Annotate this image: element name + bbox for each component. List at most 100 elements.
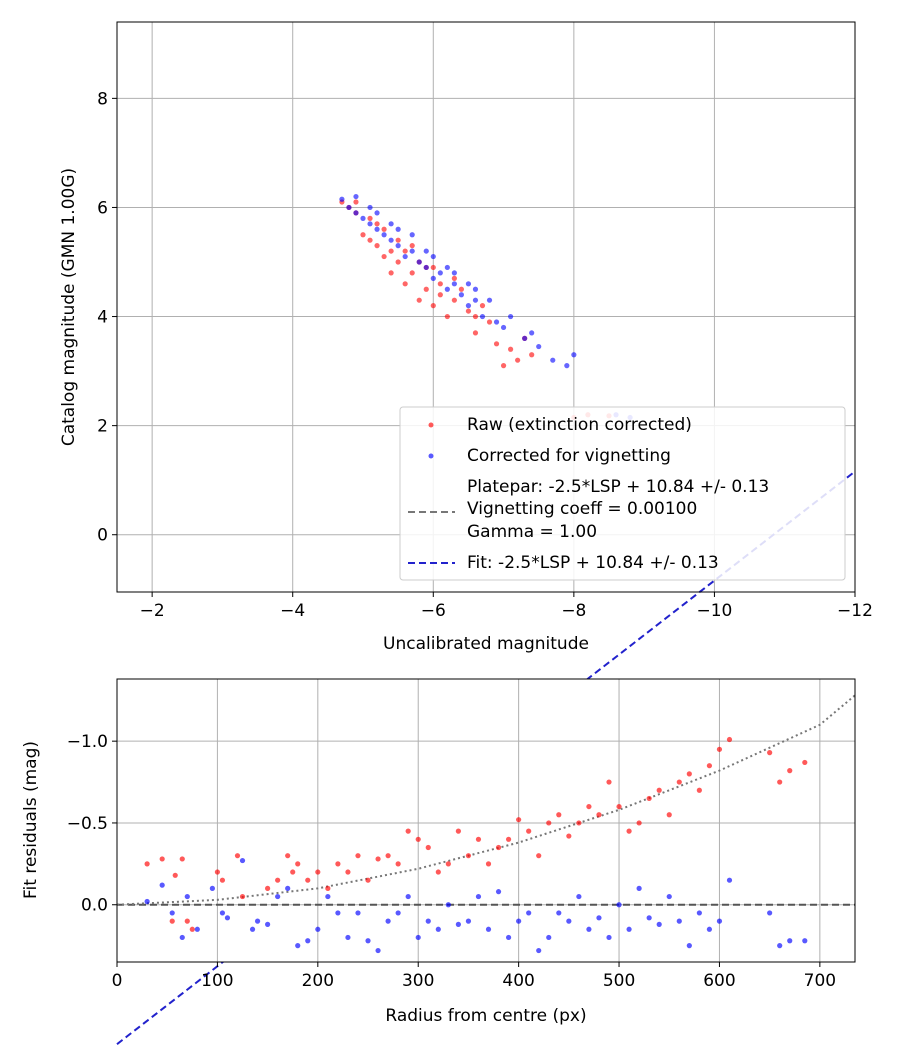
corrected-point bbox=[339, 196, 345, 202]
corrected-residual-point bbox=[295, 943, 301, 949]
raw-residual-point bbox=[172, 872, 178, 878]
corrected-point bbox=[395, 226, 401, 232]
x-tick-label: 200 bbox=[302, 971, 334, 991]
raw-point bbox=[479, 303, 486, 309]
corrected-point bbox=[500, 324, 507, 331]
x-tick-label: −8 bbox=[561, 601, 586, 621]
corrected-residual-point bbox=[636, 885, 642, 891]
raw-point bbox=[430, 264, 436, 271]
corrected-point bbox=[353, 193, 359, 200]
corrected-residual-point bbox=[596, 915, 602, 921]
corrected-residual-point bbox=[385, 918, 391, 924]
corrected-point bbox=[409, 232, 415, 238]
raw-point bbox=[381, 226, 387, 232]
raw-residual-point bbox=[465, 853, 472, 859]
corrected-residual-point bbox=[767, 910, 773, 916]
corrected-residual-point bbox=[315, 926, 321, 932]
raw-residual-point bbox=[159, 856, 165, 862]
raw-point bbox=[500, 363, 507, 369]
raw-residual-point bbox=[686, 771, 692, 777]
raw-point bbox=[451, 297, 457, 303]
corrected-point bbox=[437, 270, 443, 276]
corrected-point bbox=[416, 259, 422, 265]
corrected-point bbox=[402, 253, 408, 260]
raw-point bbox=[409, 243, 415, 249]
raw-residual-point bbox=[726, 736, 733, 743]
corrected-residual-point bbox=[365, 938, 371, 944]
corrected-point bbox=[529, 330, 535, 336]
top-x-axis-label: Uncalibrated magnitude bbox=[383, 634, 589, 654]
raw-residual-point bbox=[239, 893, 246, 900]
corrected-residual-point bbox=[626, 926, 632, 932]
corrected-residual-point bbox=[169, 910, 175, 916]
corrected-residual-point bbox=[355, 910, 361, 916]
corrected-residual-point bbox=[802, 938, 808, 944]
corrected-residual-point bbox=[586, 926, 592, 932]
raw-residual-point bbox=[526, 828, 532, 834]
raw-residual-point bbox=[184, 918, 190, 924]
corrected-residual-point bbox=[335, 910, 341, 916]
corrected-point bbox=[472, 297, 479, 303]
corrected-residual-point bbox=[194, 926, 200, 932]
x-tick-label: 500 bbox=[603, 971, 635, 991]
corrected-residual-point bbox=[219, 910, 226, 916]
corrected-residual-point bbox=[465, 918, 472, 924]
x-tick-label: 0 bbox=[112, 971, 123, 991]
corrected-residual-point bbox=[445, 902, 451, 908]
corrected-residual-point bbox=[325, 893, 331, 900]
raw-point bbox=[465, 308, 472, 314]
corrected-residual-point bbox=[455, 921, 461, 927]
raw-residual-point bbox=[395, 861, 401, 867]
corrected-residual-point bbox=[616, 902, 622, 908]
raw-point bbox=[374, 243, 380, 249]
corrected-point bbox=[451, 281, 457, 287]
corrected-residual-point bbox=[556, 910, 562, 916]
corrected-point bbox=[374, 226, 380, 232]
corrected-point bbox=[423, 264, 429, 271]
bottom-points bbox=[144, 736, 808, 954]
raw-residual-point bbox=[345, 869, 351, 875]
corrected-residual-point bbox=[777, 943, 783, 949]
raw-point bbox=[395, 237, 401, 243]
raw-residual-point bbox=[305, 877, 311, 883]
raw-point bbox=[367, 237, 373, 243]
corrected-residual-point bbox=[526, 910, 532, 916]
raw-point bbox=[360, 232, 366, 238]
y-tick-label: 8 bbox=[97, 89, 108, 109]
corrected-residual-point bbox=[395, 910, 401, 916]
y-tick-label: 0.0 bbox=[81, 896, 108, 916]
raw-residual-point bbox=[425, 844, 431, 851]
corrected-point bbox=[479, 313, 486, 320]
raw-point bbox=[486, 319, 493, 325]
corrected-residual-point bbox=[706, 926, 713, 932]
top-y-axis-label: Catalog magnitude (GMN 1.00G) bbox=[59, 168, 79, 446]
raw-point bbox=[472, 330, 479, 336]
raw-residual-point bbox=[546, 820, 552, 826]
raw-residual-point bbox=[586, 803, 592, 810]
corrected-residual-point bbox=[716, 918, 723, 924]
x-tick-label: −2 bbox=[140, 601, 165, 621]
raw-residual-point bbox=[646, 795, 652, 802]
corrected-point bbox=[360, 215, 366, 221]
raw-point bbox=[423, 286, 429, 292]
raw-point bbox=[451, 275, 457, 281]
corrected-residual-point bbox=[254, 918, 261, 924]
raw-residual-point bbox=[596, 812, 602, 818]
raw-point bbox=[437, 281, 443, 287]
corrected-point bbox=[465, 281, 472, 287]
raw-residual-point bbox=[696, 787, 702, 793]
raw-residual-point bbox=[516, 817, 522, 823]
corrected-residual-point bbox=[224, 915, 231, 921]
raw-residual-point bbox=[455, 828, 461, 834]
corrected-point bbox=[451, 270, 457, 276]
corrected-point bbox=[346, 204, 352, 211]
raw-residual-point bbox=[445, 861, 451, 867]
corrected-residual-point bbox=[144, 898, 150, 905]
raw-residual-point bbox=[415, 836, 421, 842]
raw-residual-point bbox=[214, 869, 221, 875]
corrected-residual-point bbox=[265, 921, 271, 927]
raw-residual-point bbox=[315, 869, 321, 875]
corrected-residual-point bbox=[686, 943, 692, 949]
raw-residual-point bbox=[325, 885, 331, 891]
